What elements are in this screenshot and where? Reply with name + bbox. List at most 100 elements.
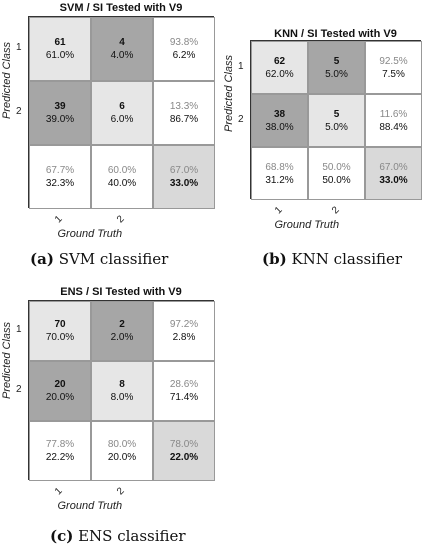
svm-row-tick: 1 <box>16 42 22 53</box>
ens-xlabel: Ground Truth <box>57 500 123 512</box>
cell-error-rate: 2.8% <box>172 332 196 343</box>
svm-cell-r1-c3: 93.8% 6.2% <box>153 17 215 81</box>
cell-error-rate: 71.4% <box>169 392 199 403</box>
knn-grid: 62 62.0% 5 5.0% 92.5% 7.5% 38 38.0% 5 5.0% 11.6% 88… <box>250 40 422 200</box>
cell-correct-rate: 28.6% <box>169 379 199 390</box>
ens-cell-r1-c1: 70 70.0% <box>29 301 91 361</box>
cell-correct-rate: 97.2% <box>169 319 199 330</box>
cell-count: 39 <box>54 101 66 112</box>
svm-cell-r1-c1: 61 61.0% <box>29 17 91 81</box>
knn-cell-r3-c1: 68.8% 31.2% <box>251 147 308 200</box>
cell-count: 70 <box>54 319 66 330</box>
cell-correct-rate: 60.0% <box>107 165 137 176</box>
cell-error-rate: 33.0% <box>169 178 199 189</box>
cell-count: 20 <box>54 379 66 390</box>
knn-row-tick: 1 <box>238 60 244 72</box>
caption-text: KNN classifier <box>286 250 403 268</box>
cell-count: 62 <box>273 55 286 67</box>
knn-col-tick: 2 <box>329 204 342 217</box>
cell-error-rate: 86.7% <box>169 114 199 125</box>
caption-letter: (b) <box>262 250 287 268</box>
cell-percent: 5.0% <box>325 121 348 133</box>
knn-cell-r3-c3: 67.0% 33.0% <box>365 147 422 200</box>
ens-cell-r2-c3: 28.6% 71.4% <box>153 361 215 421</box>
cell-error-rate: 22.0% <box>169 452 199 463</box>
cell-error-rate: 20.0% <box>107 452 137 463</box>
cell-count: 5 <box>333 108 340 120</box>
svm-cell-r3-c3: 67.0% 33.0% <box>153 145 215 209</box>
svm-cell-r3-c1: 67.7% 32.3% <box>29 145 91 209</box>
knn-cell-r2-c1: 38 38.0% <box>251 94 308 147</box>
caption-letter: (a) <box>30 250 54 268</box>
svm-grid: 61 61.0% 4 4.0% 93.8% 6.2% 39 39.0% 6 6.0% 13.3% 86… <box>28 16 215 209</box>
knn-col-tick: 1 <box>272 204 285 217</box>
cell-count: 4 <box>119 37 125 48</box>
cell-percent: 5.0% <box>325 68 348 80</box>
knn-xlabel: Ground Truth <box>274 219 340 231</box>
knn-cell-r1-c1: 62 62.0% <box>251 41 308 94</box>
cell-correct-rate: 78.0% <box>169 439 199 450</box>
svm-xlabel: Ground Truth <box>57 228 123 240</box>
svm-caption: (a) SVM classifier <box>30 250 168 268</box>
svm-cell-r2-c2: 6 6.0% <box>91 81 153 145</box>
cell-error-rate: 50.0% <box>322 174 351 186</box>
ens-cell-r2-c1: 20 20.0% <box>29 361 91 421</box>
svm-col-tick: 2 <box>114 213 127 226</box>
svm-title: SVM / SI Tested with V9 <box>59 2 183 14</box>
cell-correct-rate: 80.0% <box>107 439 137 450</box>
knn-cell-r1-c2: 5 5.0% <box>308 41 365 94</box>
cell-count: 2 <box>119 319 125 330</box>
cell-count: 38 <box>273 108 286 120</box>
cell-correct-rate: 11.6% <box>379 108 408 120</box>
caption-letter: (c) <box>50 527 74 545</box>
ens-col-tick: 2 <box>114 485 127 498</box>
cell-count: 5 <box>333 55 340 67</box>
cell-percent: 61.0% <box>45 50 75 61</box>
cell-correct-rate: 50.0% <box>322 161 351 173</box>
ens-row-tick: 2 <box>16 384 22 395</box>
cell-correct-rate: 13.3% <box>169 101 199 112</box>
cell-percent: 6.0% <box>110 114 134 125</box>
ens-caption: (c) ENS classifier <box>50 527 186 545</box>
cell-error-rate: 31.2% <box>265 174 294 186</box>
cell-error-rate: 33.0% <box>379 174 408 186</box>
ens-cell-r2-c2: 8 8.0% <box>91 361 153 421</box>
cell-count: 61 <box>54 37 66 48</box>
cell-percent: 8.0% <box>110 392 134 403</box>
svm-cell-r3-c2: 60.0% 40.0% <box>91 145 153 209</box>
cell-percent: 4.0% <box>110 50 134 61</box>
cell-error-rate: 88.4% <box>379 121 408 133</box>
knn-cell-r2-c3: 11.6% 88.4% <box>365 94 422 147</box>
knn-cell-r2-c2: 5 5.0% <box>308 94 365 147</box>
cell-error-rate: 7.5% <box>382 68 405 80</box>
ens-ylabel: Predicted Class <box>1 321 13 399</box>
caption-text: ENS classifier <box>73 527 186 545</box>
ens-grid: 70 70.0% 2 2.0% 97.2% 2.8% 20 20.0% 8 8.0% 28.6% 71… <box>28 300 215 481</box>
svm-cell-r1-c2: 4 4.0% <box>91 17 153 81</box>
cell-percent: 38.0% <box>265 121 294 133</box>
knn-cell-r1-c3: 92.5% 7.5% <box>365 41 422 94</box>
cell-correct-rate: 67.0% <box>169 165 199 176</box>
svm-cell-r2-c1: 39 39.0% <box>29 81 91 145</box>
cell-percent: 20.0% <box>45 392 75 403</box>
caption-text: SVM classifier <box>53 250 169 268</box>
cell-error-rate: 40.0% <box>107 178 137 189</box>
cell-correct-rate: 77.8% <box>45 439 75 450</box>
cell-correct-rate: 67.7% <box>45 165 75 176</box>
knn-ylabel: Predicted Class <box>223 54 235 132</box>
cell-count: 6 <box>119 101 125 112</box>
svm-row-tick: 2 <box>16 106 22 117</box>
cell-percent: 2.0% <box>110 332 134 343</box>
ens-cell-r3-c3: 78.0% 22.0% <box>153 421 215 481</box>
ens-cell-r3-c1: 77.8% 22.2% <box>29 421 91 481</box>
svm-ylabel: Predicted Class <box>1 41 13 119</box>
cell-error-rate: 32.3% <box>45 178 75 189</box>
cell-correct-rate: 92.5% <box>379 55 408 67</box>
svm-col-tick: 1 <box>52 213 65 226</box>
cell-percent: 62.0% <box>265 68 294 80</box>
knn-cell-r3-c2: 50.0% 50.0% <box>308 147 365 200</box>
knn-caption: (b) KNN classifier <box>262 250 402 268</box>
cell-correct-rate: 93.8% <box>169 37 199 48</box>
ens-col-tick: 1 <box>52 485 65 498</box>
cell-percent: 70.0% <box>45 332 75 343</box>
